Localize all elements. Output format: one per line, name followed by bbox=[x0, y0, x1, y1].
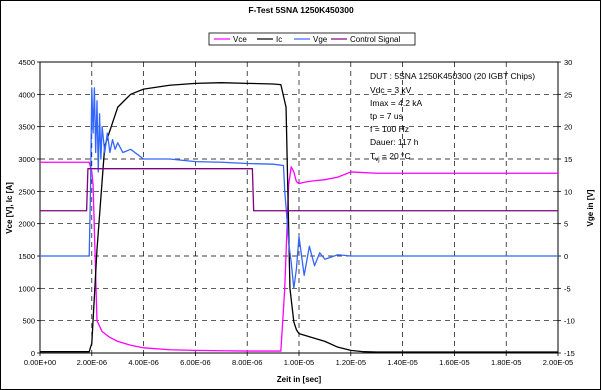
y-tick-label-right: 0 bbox=[564, 252, 568, 261]
chart-title: F-Test 5SNA 1250K450300 bbox=[248, 5, 354, 15]
x-tick-label: 0.00E+00 bbox=[24, 358, 56, 367]
annotation-temp-prefix: T bbox=[370, 151, 375, 161]
x-tick-label: 1.80E-05 bbox=[491, 358, 521, 367]
y-tick-label-left: 3000 bbox=[18, 155, 35, 164]
y-tick-label-right: 15 bbox=[564, 155, 572, 164]
series-line-ic bbox=[40, 82, 558, 353]
legend-label-control: Control Signal bbox=[350, 35, 400, 44]
y-tick-label-right: 20 bbox=[564, 123, 572, 132]
annotation-tp: tp = 7 us bbox=[370, 111, 403, 121]
y-tick-label-right: -5 bbox=[564, 284, 571, 293]
y-tick-label-left: 1000 bbox=[18, 284, 35, 293]
legend-label-vge: Vge bbox=[313, 35, 328, 44]
annotation-temp-sub: vj bbox=[375, 157, 379, 163]
x-tick-label: 8.00E-06 bbox=[232, 358, 262, 367]
annotation-dut: DUT : 5SNA 1250K450300 (20 IGBT Chips) bbox=[370, 71, 535, 81]
y-axis-title-left: Vce [V], Ic [A] bbox=[5, 182, 14, 234]
legend-label-vce: Vce bbox=[233, 35, 247, 44]
y-tick-label-left: 2000 bbox=[18, 220, 35, 229]
y-axis-title-right: Vge in [V] bbox=[586, 189, 595, 226]
x-tick-label: 4.00E-06 bbox=[128, 358, 158, 367]
y-tick-label-left: 1500 bbox=[18, 252, 35, 261]
x-tick-label: 1.20E-05 bbox=[336, 358, 366, 367]
y-tick-label-left: 4500 bbox=[18, 58, 35, 67]
y-tick-label-left: 2500 bbox=[18, 187, 35, 196]
annotation-imax: Imax = 4.2 kA bbox=[370, 98, 423, 108]
y-tick-label-right: -10 bbox=[564, 317, 575, 326]
x-tick-label: 2.00E-05 bbox=[543, 358, 573, 367]
y-tick-label-right: 10 bbox=[564, 187, 572, 196]
annotation-temperature: Tvj = 20 °C bbox=[370, 151, 411, 163]
x-tick-label: 1.60E-05 bbox=[439, 358, 469, 367]
x-axis-title: Zeit in [sec] bbox=[277, 375, 322, 384]
series-line-control-signal bbox=[40, 168, 558, 212]
x-tick-label: 2.00E-06 bbox=[77, 358, 107, 367]
x-tick-label: 1.40E-05 bbox=[387, 358, 417, 367]
y-tick-label-right: 25 bbox=[564, 90, 572, 99]
y-tick-label-left: 3500 bbox=[18, 123, 35, 132]
annotation-vdc: Vdc = 3 kV bbox=[370, 85, 412, 95]
y-tick-label-left: 4000 bbox=[18, 90, 35, 99]
ticks-group: 0.00E+00 2.00E-06 4.00E-06 6.00E-06 8.00E-06… bbox=[18, 58, 575, 367]
x-tick-label: 1.00E-05 bbox=[284, 358, 314, 367]
annotation-duration: Dauer: 117 h bbox=[370, 137, 419, 147]
y-tick-label-right: 5 bbox=[564, 220, 568, 229]
annotation-frequency: f = 100 Hz bbox=[370, 124, 409, 134]
legend: Vce Ic Vge Control Signal bbox=[208, 32, 416, 46]
y-tick-label-right: -15 bbox=[564, 349, 575, 358]
y-tick-label-right: 30 bbox=[564, 58, 572, 67]
legend-box bbox=[208, 32, 416, 46]
annotation-temp-suffix: = 20 °C bbox=[380, 151, 411, 161]
annotation-box: DUT : 5SNA 1250K450300 (20 IGBT Chips) V… bbox=[370, 71, 535, 163]
legend-label-ic: Ic bbox=[276, 35, 282, 44]
gridlines bbox=[40, 62, 558, 353]
x-tick-label: 6.00E-06 bbox=[180, 358, 210, 367]
series-line-vce bbox=[40, 161, 558, 352]
series-line-vge bbox=[40, 87, 558, 289]
y-tick-label-left: 0 bbox=[31, 349, 35, 358]
y-tick-label-left: 500 bbox=[22, 317, 35, 326]
series-group bbox=[40, 82, 558, 353]
